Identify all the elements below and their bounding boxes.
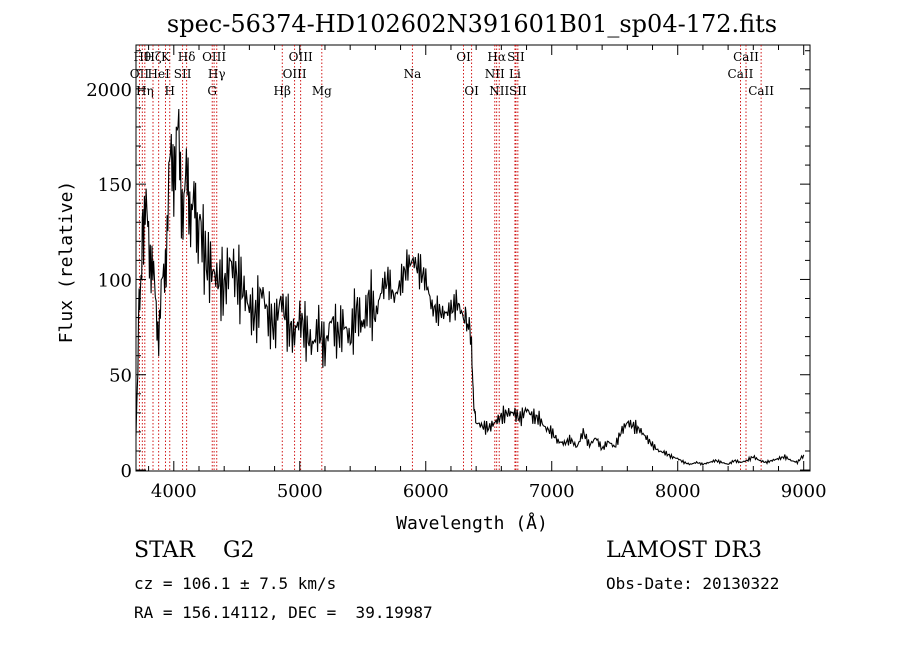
class-label: STAR <box>134 538 195 563</box>
line-marker-label: OI <box>456 50 471 64</box>
line-marker-label: Hθ <box>133 50 151 64</box>
y-axis-label: Flux (relative) <box>56 181 77 344</box>
line-marker-label: SII <box>507 50 525 64</box>
coordinates-label: RA = 156.14112, DEC = 39.19987 <box>134 603 433 622</box>
line-marker-label: Li <box>509 67 521 81</box>
x-tick-label: 7000 <box>529 481 575 502</box>
x-tick-label: 5000 <box>277 481 323 502</box>
line-marker-label: CaII <box>733 50 759 64</box>
x-tick-label: 4000 <box>151 481 197 502</box>
line-marker-label: HeI <box>148 67 171 81</box>
x-tick-label: 6000 <box>403 481 449 502</box>
line-marker-label: SII <box>509 84 527 98</box>
line-marker-label: OI <box>464 84 479 98</box>
line-marker-label: G <box>207 84 217 98</box>
axis-ticks: 4000 5000 6000 7000 8000 9000 0 50 100 150 2000 <box>86 45 827 502</box>
plot-frame <box>135 44 811 472</box>
line-marker-label: SII <box>174 67 192 81</box>
spectrum-line <box>135 108 805 466</box>
line-marker-label: Hα <box>487 50 506 64</box>
x-tick-label: 8000 <box>655 481 701 502</box>
y-tick-label: 100 <box>98 270 132 291</box>
line-marker-label: Hζ <box>145 50 162 64</box>
survey-label: LAMOST DR3 <box>606 538 762 563</box>
line-marker-label: Hβ <box>274 84 291 98</box>
spectrum-layer <box>135 108 805 466</box>
line-marker-label: Hδ <box>178 50 196 64</box>
line-marker-label: Hγ <box>208 67 226 81</box>
line-marker-label: Hη <box>136 84 154 98</box>
subclass-label: G2 <box>222 538 255 563</box>
redshift-label: cz = 106.1 ± 7.5 km/s <box>134 574 337 593</box>
x-axis-label: Wavelength (Å) <box>396 512 548 534</box>
line-marker-label: NII <box>489 84 509 98</box>
line-marker-label: NII <box>485 67 505 81</box>
chart-title: spec-56374-HD102602N391601B01_sp04-172.f… <box>167 10 777 38</box>
x-tick-label: 9000 <box>781 481 827 502</box>
line-marker-label: OIII <box>202 50 226 64</box>
line-marker-label: OII <box>130 67 150 81</box>
line-marker-label: OIII <box>289 50 313 64</box>
line-marker-label: OIII <box>283 67 307 81</box>
emission-line-markers: OII Hθ Hη Hζ HeI K H SII Hδ G OIII Hγ Hβ OIII OIII Mg Na… <box>130 45 774 471</box>
line-marker-label: CaII <box>728 67 754 81</box>
object-class: STAR G2 <box>134 538 255 563</box>
line-marker-label: K <box>161 50 171 64</box>
line-marker-label: Mg <box>312 84 332 98</box>
line-marker-label: Na <box>404 67 422 81</box>
obs-date-label: Obs-Date: 20130322 <box>606 574 780 593</box>
line-marker-label: CaII <box>748 84 774 98</box>
y-tick-label: 2000 <box>86 80 132 101</box>
y-tick-label: 150 <box>98 175 132 196</box>
line-marker-label: H <box>165 84 175 98</box>
y-tick-label: 0 <box>121 461 132 482</box>
y-tick-label: 50 <box>109 366 132 387</box>
